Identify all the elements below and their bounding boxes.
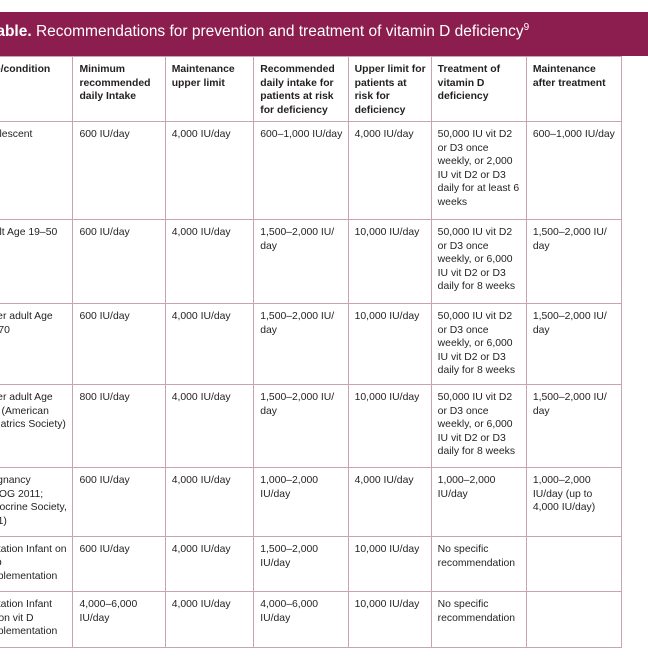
table-cell: 4,000 IU/day xyxy=(164,121,255,220)
table-cell: 50,000 IU vit D2 or D3 once weekly, or 6… xyxy=(430,384,527,468)
table-cell: 600 IU/day xyxy=(72,219,166,304)
table-cell: Pregnancy (ACOG 2011; Endocrine Society,… xyxy=(0,467,74,537)
table-title: Table. Recommendations for prevention an… xyxy=(0,21,636,43)
table-cell: 4,000 IU/day xyxy=(164,384,255,468)
table-cell: 1,500–2,000 IU/ day xyxy=(253,303,349,385)
header-at-risk-daily-intake: Recommended daily intake for patients at… xyxy=(253,56,349,122)
table-cell: No specific recommendation xyxy=(430,591,527,648)
table-cell: 4,000 IU/day xyxy=(164,467,255,537)
recommendations-table: Age/condition Minimum recommended daily … xyxy=(0,56,623,648)
table-cell: 600–1,000 IU/day xyxy=(525,121,623,220)
table-title-text: Recommendations for prevention and treat… xyxy=(35,23,524,40)
table-cell: 4,000 IU/day xyxy=(164,536,255,592)
table-cell: 4,000–6,000 IU/day xyxy=(253,591,349,648)
table-title-reference: 9 xyxy=(523,21,530,33)
table-title-bar: Table. Recommendations for prevention an… xyxy=(0,12,648,56)
header-minimum-daily-intake: Minimum recommended daily Intake xyxy=(72,56,166,122)
table-cell: 600 IU/day xyxy=(72,121,166,220)
table-cell: 50,000 IU vit D2 or D3 once weekly, or 2… xyxy=(430,121,527,220)
table-cell: 10,000 IU/day xyxy=(347,384,432,468)
recommendations-table-container: Age/condition Minimum recommended daily … xyxy=(0,56,648,656)
table-cell: 800 IU/day xyxy=(72,384,166,468)
table-cell: 4,000 IU/day xyxy=(347,121,432,220)
table-cell xyxy=(525,591,623,648)
table-row: Pregnancy (ACOG 2011; Endocrine Society,… xyxy=(0,467,623,537)
table-cell: 4,000 IU/day xyxy=(164,219,255,304)
header-maintenance-upper-limit: Maintenance upper limit xyxy=(164,56,255,122)
table-cell: 4,000–6,000 IU/day xyxy=(72,591,166,648)
table-cell: Lactation Infant on vit D supplementatio… xyxy=(0,536,74,592)
table-cell: 1,000–2,000 IU/day (up to 4,000 IU/day) xyxy=(525,467,623,537)
table-cell: 600–1,000 IU/day xyxy=(253,121,349,220)
table-cell: 600 IU/day xyxy=(72,303,166,385)
table-cell: 1,500–2,000 IU/ day xyxy=(525,219,623,304)
header-at-risk-upper-limit: Upper limit for patients at risk for def… xyxy=(347,56,432,122)
table-cell: 600 IU/day xyxy=(72,536,166,592)
table-cell: 4,000 IU/day xyxy=(164,303,255,385)
table-cell: 10,000 IU/day xyxy=(347,219,432,304)
table-row: Adolescent 600 IU/day 4,000 IU/day 600–1… xyxy=(0,121,623,220)
table-cell: 50,000 IU vit D2 or D3 once weekly, or 6… xyxy=(430,303,527,385)
table-cell: 50,000 IU vit D2 or D3 once weekly, or 6… xyxy=(430,219,527,304)
table-cell: 1,500–2,000 IU/day xyxy=(253,536,349,592)
table-row: Lactation Infant not on vit D supplement… xyxy=(0,591,623,648)
table-cell: Adult Age 19–50 xyxy=(0,219,74,304)
table-row: Older adult Age 51–70 600 IU/day 4,000 I… xyxy=(0,303,623,385)
table-cell: 1,500–2,000 IU/ day xyxy=(525,384,623,468)
table-cell: 1,000–2,000 IU/day xyxy=(430,467,527,537)
table-cell: 1,500–2,000 IU/ day xyxy=(253,384,349,468)
header-treatment: Treatment of vitamin D deficiency xyxy=(430,56,527,122)
table-cell: 600 IU/day xyxy=(72,467,166,537)
table-cell: 1,500–2,000 IU/ day xyxy=(525,303,623,385)
table-cell: Adolescent xyxy=(0,121,74,220)
table-cell: 4,000 IU/day xyxy=(347,467,432,537)
table-title-label: Table. xyxy=(0,23,32,40)
table-cell: 4,000 IU/day xyxy=(164,591,255,648)
table-cell: 1,000–2,000 IU/day xyxy=(253,467,349,537)
table-cell: 10,000 IU/day xyxy=(347,591,432,648)
header-age-condition: Age/condition xyxy=(0,56,74,122)
table-cell xyxy=(525,536,623,592)
table-cell: Lactation Infant not on vit D supplement… xyxy=(0,591,74,648)
table-cell: Older adult Age 51–70 xyxy=(0,303,74,385)
table-cell: 10,000 IU/day xyxy=(347,303,432,385)
table-row: Adult Age 19–50 600 IU/day 4,000 IU/day … xyxy=(0,219,623,304)
table-cell: No specific recommendation xyxy=(430,536,527,592)
table-cell: Older adult Age 70+ (American Geriatrics… xyxy=(0,384,74,468)
table-cell: 10,000 IU/day xyxy=(347,536,432,592)
table-row: Lactation Infant on vit D supplementatio… xyxy=(0,536,623,592)
table-cell: 1,500–2,000 IU/ day xyxy=(253,219,349,304)
table-row: Older adult Age 70+ (American Geriatrics… xyxy=(0,384,623,468)
table-header-row: Age/condition Minimum recommended daily … xyxy=(0,56,623,122)
header-maintenance-after-treatment: Maintenance after treatment xyxy=(525,56,623,122)
